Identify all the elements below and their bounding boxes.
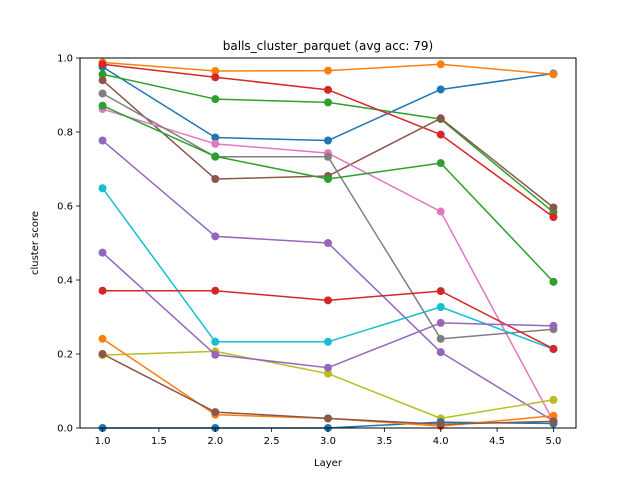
data-point — [98, 184, 107, 193]
series-15 — [98, 248, 558, 372]
data-point — [436, 303, 445, 312]
x-tick-label: 3.0 — [320, 436, 336, 447]
data-point — [324, 369, 332, 378]
data-point — [549, 395, 558, 404]
x-tick-label: 3.5 — [376, 436, 392, 447]
data-point — [324, 136, 332, 145]
x-tick-label: 2.5 — [264, 436, 280, 447]
data-point — [436, 60, 445, 69]
data-point — [211, 286, 220, 295]
data-point — [98, 60, 107, 69]
data-point — [211, 174, 220, 183]
y-tick-label: 1.0 — [57, 54, 73, 65]
data-point — [324, 98, 332, 107]
y-tick-label: 0.6 — [57, 202, 73, 213]
data-point — [324, 296, 332, 305]
x-tick-label: 2.0 — [207, 436, 223, 447]
series-14 — [98, 286, 558, 353]
data-point — [324, 152, 332, 161]
x-tick-label: 4.0 — [433, 436, 449, 447]
data-point — [211, 350, 220, 359]
data-point — [211, 337, 220, 346]
data-point — [98, 248, 107, 257]
data-point — [549, 277, 558, 286]
data-point — [436, 130, 445, 139]
x-tick-label: 5.0 — [546, 436, 562, 447]
data-point — [324, 414, 332, 423]
data-point — [324, 239, 332, 247]
data-point — [98, 101, 107, 110]
data-point — [211, 139, 220, 148]
series-layer — [98, 58, 558, 432]
data-point — [436, 159, 445, 168]
x-axis-ticks: 1.0 1.5 2.0 2.5 3.0 3.5 4.0 4.5 5.0 — [95, 428, 562, 447]
data-point — [436, 334, 445, 343]
y-tick-label: 0.2 — [57, 350, 73, 361]
data-point — [98, 136, 107, 145]
data-point — [98, 70, 107, 79]
data-point — [211, 66, 220, 75]
data-point — [324, 66, 332, 75]
y-tick-label: 0.4 — [57, 276, 73, 287]
y-axis-label: cluster score — [30, 211, 41, 275]
data-point — [549, 203, 558, 212]
data-point — [436, 207, 445, 216]
data-point — [549, 344, 558, 353]
data-point — [436, 114, 445, 123]
data-point — [436, 318, 445, 327]
data-point — [324, 85, 332, 94]
y-axis-ticks: 0.0 0.2 0.4 0.6 0.8 1.0 — [57, 54, 80, 435]
data-point — [211, 232, 220, 241]
data-point — [549, 70, 558, 79]
chart-title: balls_cluster_parquet (avg acc: 79) — [223, 39, 433, 53]
x-tick-label: 1.0 — [95, 436, 111, 447]
data-point — [98, 76, 107, 85]
data-point — [549, 411, 558, 420]
data-point — [211, 95, 220, 104]
x-axis-label: Layer — [314, 458, 343, 469]
data-point — [549, 417, 558, 426]
series-5 — [98, 136, 558, 425]
data-point — [436, 420, 445, 429]
data-point — [211, 152, 220, 161]
data-point — [211, 408, 220, 417]
data-point — [98, 334, 107, 343]
data-point — [436, 85, 445, 94]
series-16 — [98, 350, 558, 429]
data-point — [211, 133, 220, 142]
data-point — [549, 213, 558, 222]
data-point — [324, 363, 332, 372]
data-point — [98, 286, 107, 295]
y-tick-label: 0.0 — [57, 424, 73, 435]
series-4 — [98, 60, 558, 222]
series-13 — [98, 101, 558, 286]
y-tick-label: 0.8 — [57, 128, 73, 139]
data-point — [549, 321, 558, 330]
data-point — [324, 174, 332, 183]
data-point — [98, 350, 107, 358]
x-tick-label: 1.5 — [151, 436, 167, 447]
data-point — [436, 287, 445, 296]
data-point — [211, 73, 220, 82]
x-tick-label: 4.5 — [489, 436, 505, 447]
data-point — [98, 89, 107, 98]
data-point — [324, 337, 332, 346]
data-point — [436, 348, 445, 357]
